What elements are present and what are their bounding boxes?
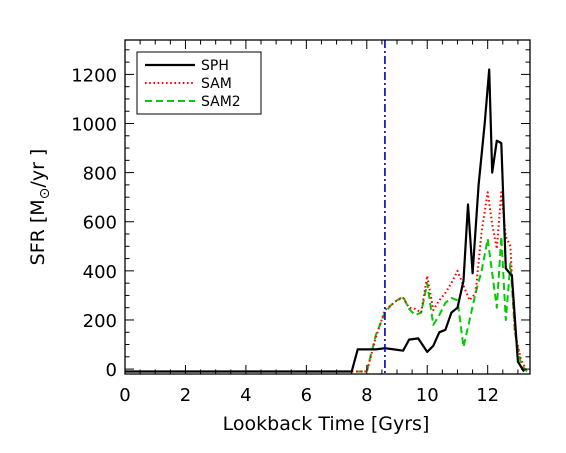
legend-label-sam: SAM (201, 76, 232, 92)
series-line-sam2 (125, 235, 528, 373)
x-tick-label: 0 (119, 385, 130, 406)
x-tick-label: 2 (180, 385, 191, 406)
y-tick-label: 0 (106, 360, 117, 381)
axes: 0 2 4 6 8 10 12 0 200 400 600 800 1000 1200 (71, 39, 531, 406)
x-tick-label: 12 (476, 385, 499, 406)
plot-frame (124, 39, 531, 375)
x-tick-label: 6 (301, 385, 312, 406)
y-tick-label: 200 (83, 311, 117, 332)
x-tick-label: 4 (240, 385, 251, 406)
x-tick-label: 8 (361, 385, 372, 406)
series-line-sph (125, 68, 525, 373)
legend: SPH SAM SAM2 (136, 51, 262, 115)
legend-box (136, 51, 262, 115)
y-axis-label-suffix: /yr ] (27, 149, 49, 188)
legend-label-sam2: SAM2 (201, 94, 241, 110)
plot-marks (125, 40, 528, 374)
y-tick-label: 400 (83, 262, 117, 283)
y-axis-label-subscript: ⊙ (37, 188, 53, 200)
y-tick-label: 1200 (71, 65, 117, 86)
y-axis-label-prefix: SFR [M (27, 199, 49, 265)
y-axis-label: SFR [M⊙/yr ] (27, 149, 53, 266)
legend-label-sph: SPH (201, 58, 229, 74)
y-tick-label: 1000 (71, 115, 117, 136)
x-tick-label: 10 (416, 385, 439, 406)
y-tick-label: 800 (83, 164, 117, 185)
x-axis-label: Lookback Time [Gyrs] (223, 413, 430, 435)
y-tick-label: 600 (83, 213, 117, 234)
